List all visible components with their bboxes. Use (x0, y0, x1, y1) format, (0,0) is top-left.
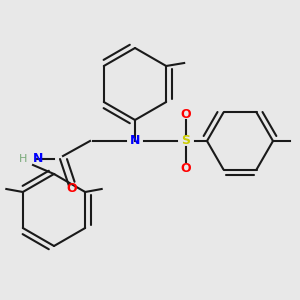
Text: N: N (130, 134, 140, 148)
Text: O: O (181, 107, 191, 121)
Text: O: O (67, 182, 77, 196)
Text: N: N (33, 152, 44, 166)
Text: S: S (182, 134, 190, 148)
Text: O: O (181, 161, 191, 175)
Text: H: H (19, 154, 27, 164)
